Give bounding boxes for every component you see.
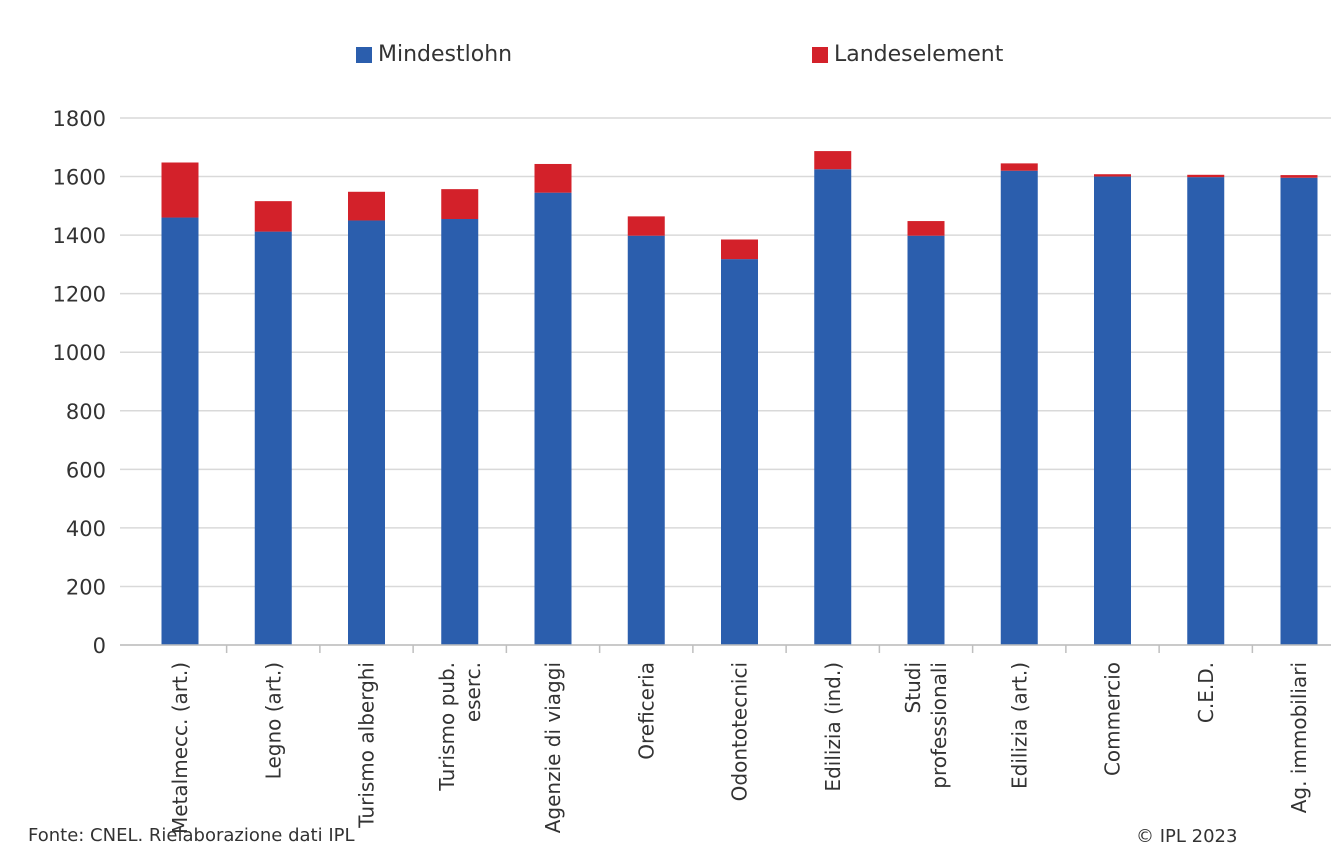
y-tick-label: 800 (66, 400, 106, 424)
x-tick-label: Edilizia (ind.) (821, 662, 845, 792)
bar-landeselement (348, 191, 385, 221)
x-tick-label: Turismo alberghi (355, 662, 379, 829)
bar-landeselement (627, 216, 665, 236)
bar-mindestlohn (1187, 177, 1225, 645)
y-tick-label: 1600 (53, 166, 106, 190)
bar-mindestlohn (1280, 177, 1318, 645)
x-tick-label: professionali (927, 662, 951, 789)
source-note: Fonte: CNEL. Rielaborazione dati IPL (28, 825, 355, 846)
bar-landeselement (254, 201, 292, 232)
legend-mindestlohn: Mindestlohn (356, 42, 512, 67)
y-tick-label: 1000 (53, 341, 106, 365)
y-tick-label: 1800 (53, 107, 106, 131)
y-tick-label: 200 (66, 575, 106, 599)
bar-landeselement (907, 221, 945, 236)
legend-label-mindestlohn: Mindestlohn (378, 42, 513, 67)
x-tick-label: Turismo pub. (435, 662, 459, 792)
bar-landeselement (441, 189, 479, 220)
x-tick-label: Edilizia (art.) (1007, 662, 1031, 789)
bar-mindestlohn (534, 192, 572, 646)
y-tick-label: 600 (66, 458, 106, 482)
x-tick-label: Odontotecnici (728, 662, 752, 801)
bar-landeselement (1000, 163, 1038, 171)
x-tick-label: C.E.D. (1194, 662, 1218, 723)
x-tick-label: Agenzie di viaggi (541, 662, 565, 833)
bar-mindestlohn (814, 169, 852, 645)
bar-landeselement (814, 151, 852, 170)
legend-landeselement: Landeselement (812, 42, 1003, 67)
x-tick-label: Ag. immobiliari (1287, 662, 1311, 813)
bar-landeselement (1094, 174, 1131, 177)
bar-mindestlohn (161, 217, 199, 646)
bar-mindestlohn (1094, 176, 1131, 646)
x-tick-label: Metalmecc. (art.) (168, 662, 192, 834)
x-tick-label: Oreficeria (634, 662, 658, 760)
copyright-note: © IPL 2023 (1136, 826, 1238, 847)
x-tick-label: Legno (art.) (261, 662, 285, 779)
bar-mindestlohn (721, 259, 758, 645)
y-tick-label: 0 (93, 634, 106, 658)
bar-mindestlohn (254, 231, 292, 645)
bar-landeselement (1187, 174, 1225, 178)
y-tick-label: 1400 (53, 224, 106, 248)
bar-landeselement (534, 163, 572, 193)
bar-mindestlohn (907, 235, 945, 646)
y-tick-label: 400 (66, 517, 106, 541)
x-tick-label: Commercio (1101, 662, 1125, 776)
bar-landeselement (721, 239, 758, 260)
bar-mindestlohn (348, 220, 385, 645)
bar-landeselement (161, 162, 199, 218)
legend-swatch-landeselement (812, 46, 828, 63)
x-tick-label: Studi (901, 662, 925, 713)
legend-swatch-mindestlohn (356, 46, 372, 63)
bar-mindestlohn (441, 219, 479, 645)
x-tick-label: eserc. (461, 662, 485, 722)
bar-mindestlohn (627, 235, 665, 646)
legend-label-landeselement: Landeselement (834, 42, 1004, 67)
y-tick-label: 1200 (53, 283, 106, 307)
bar-landeselement (1280, 175, 1318, 178)
bar-mindestlohn (1000, 170, 1038, 645)
